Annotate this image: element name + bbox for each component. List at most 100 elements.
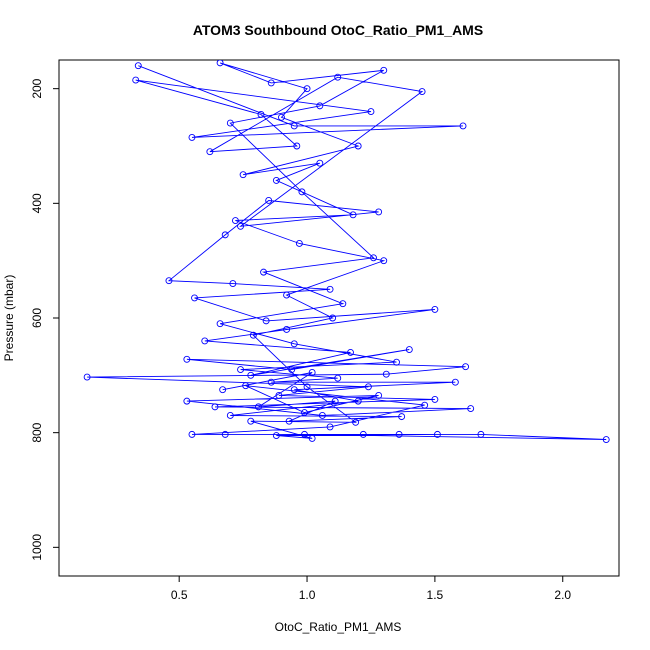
data-point <box>226 412 234 419</box>
y-tick-label: 1000 <box>30 534 44 561</box>
data-point <box>375 391 383 399</box>
data-point <box>191 294 198 302</box>
data-point <box>303 85 311 93</box>
plot-area: 0.5 1.0 1.5 2.0 200 400 600 800 1000 <box>30 59 620 602</box>
x-axis-label: OtoC_Ratio_PM1_AMS <box>275 620 402 634</box>
data-point <box>278 113 285 121</box>
y-tick-label: 600 <box>30 308 44 328</box>
data-point <box>275 391 283 399</box>
data-point <box>229 280 237 288</box>
data-point <box>290 340 298 348</box>
data-point <box>221 430 229 438</box>
x-tick-label: 1.5 <box>427 588 444 602</box>
data-point <box>165 277 173 285</box>
data-point <box>354 142 362 150</box>
data-point <box>316 159 324 167</box>
data-point <box>467 405 475 413</box>
data-point <box>219 386 227 394</box>
data-point <box>418 88 426 95</box>
data-point <box>290 386 298 394</box>
data-point <box>359 430 367 438</box>
data-point <box>288 366 296 374</box>
data-point <box>303 383 311 391</box>
data-point <box>370 254 377 262</box>
data-point <box>216 320 224 328</box>
data-point <box>267 378 275 386</box>
chart-title: ATOM3 Southbound OtoC_Ratio_PM1_AMS <box>193 22 483 38</box>
data-point <box>188 430 196 438</box>
data-point <box>183 397 191 405</box>
y-tick-label: 800 <box>30 422 44 442</box>
data-point <box>393 358 400 366</box>
data-point <box>334 374 342 382</box>
data-point <box>334 73 342 81</box>
data-point <box>260 268 268 276</box>
data-point <box>183 355 191 363</box>
data-point <box>257 111 265 118</box>
y-tick-label: 400 <box>30 193 44 213</box>
data-point <box>237 366 245 374</box>
data-point <box>602 436 610 443</box>
data-point <box>329 314 337 322</box>
data-point <box>354 397 362 405</box>
data-point <box>364 383 372 391</box>
data-point <box>231 217 239 224</box>
data-point <box>290 122 298 130</box>
data-point <box>349 211 357 219</box>
x-tick-label: 2.0 <box>554 588 571 602</box>
data-point <box>247 371 255 379</box>
data-point <box>134 62 142 70</box>
data-point <box>462 363 470 371</box>
data-point <box>242 382 250 390</box>
data-point <box>249 331 257 339</box>
data-point <box>331 397 339 405</box>
data-point <box>339 300 347 308</box>
data-point <box>451 378 459 386</box>
data-point <box>395 430 403 438</box>
data-point <box>83 373 91 381</box>
data-point <box>398 413 406 421</box>
data-point <box>216 60 224 67</box>
data-point <box>459 122 467 130</box>
data-point <box>239 171 247 179</box>
data-point <box>352 418 360 426</box>
data-point <box>283 326 291 333</box>
data-point <box>298 188 306 196</box>
data-point <box>367 108 375 116</box>
data-point <box>431 395 439 403</box>
data-point <box>431 305 439 313</box>
data-point <box>326 423 334 431</box>
plot-frame <box>58 59 620 577</box>
data-point <box>201 337 209 345</box>
data-point <box>433 430 441 438</box>
data-point <box>380 257 388 265</box>
data-point <box>301 409 308 417</box>
y-tick-label: 200 <box>30 78 44 98</box>
data-point <box>211 403 219 411</box>
data-point <box>188 133 196 141</box>
x-tick-label: 0.5 <box>171 588 188 602</box>
data-point <box>421 401 429 409</box>
data-point <box>237 222 245 230</box>
data-point <box>226 119 234 127</box>
data-point <box>206 148 214 156</box>
data-point <box>285 417 293 425</box>
data-point <box>318 412 326 419</box>
data-point <box>375 208 383 216</box>
data-point <box>405 346 413 353</box>
data-point <box>272 432 280 439</box>
data-point <box>308 434 316 442</box>
data-point <box>477 430 485 438</box>
data-point <box>283 291 291 299</box>
data-point <box>326 285 334 293</box>
data-point <box>308 369 316 376</box>
data-point <box>267 79 275 87</box>
data-point <box>316 102 324 110</box>
series-line <box>87 62 607 440</box>
data-point <box>347 348 354 356</box>
data-point <box>380 66 388 74</box>
data-point <box>265 197 273 204</box>
data-point <box>221 231 229 239</box>
data-point <box>132 76 140 84</box>
